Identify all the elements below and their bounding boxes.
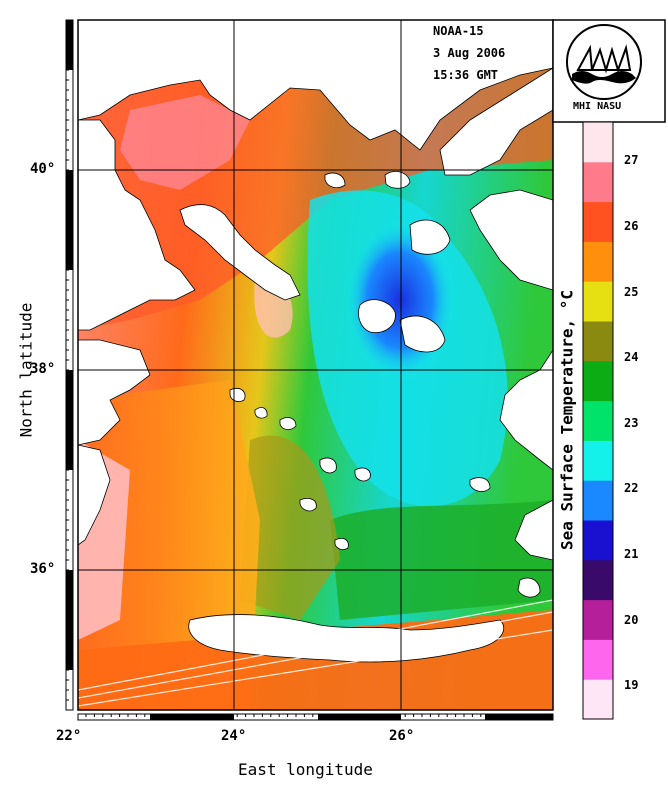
anatolia-north — [439, 67, 553, 176]
colorbar-swatch — [583, 161, 613, 203]
thermaic-pink-patch — [120, 95, 250, 190]
lon-label-26: 26° — [389, 728, 415, 744]
logo-text: MHI NASU — [573, 101, 622, 112]
longitude-minor-ticks — [85, 714, 549, 717]
colorbar-swatch — [583, 201, 613, 242]
peloponnese-south — [78, 444, 111, 546]
x-axis-title: East longitude — [238, 760, 373, 779]
lat-label-36: 36° — [30, 561, 56, 577]
colorbar — [583, 122, 613, 720]
lesvos-south — [399, 315, 446, 353]
northern-mainland — [78, 20, 553, 151]
colorbar-swatch — [583, 599, 613, 640]
y-axis-title: North latitude — [16, 302, 36, 438]
latitude-minor-ticks — [66, 29, 69, 701]
time-label: 15:36 GMT — [433, 68, 499, 82]
saronic-island — [229, 387, 246, 402]
satellite-label: NOAA-15 — [433, 24, 484, 38]
mhi-emblem-icon — [566, 24, 642, 100]
colorbar-swatch — [583, 360, 613, 402]
cyclades-island-5 — [334, 538, 349, 551]
lesvos-island — [409, 219, 451, 255]
colorbar-swatch — [583, 321, 613, 362]
colorbar-tick-label: 19 — [624, 678, 639, 693]
colorbar-swatch — [583, 281, 613, 322]
anatolia-south — [514, 499, 553, 561]
latitude-scale — [65, 19, 74, 711]
colorbar-tick-label: 23 — [624, 415, 639, 430]
southeast-green-region — [330, 500, 553, 620]
date-label: 3 Aug 2006 — [433, 46, 506, 60]
colorbar-swatch — [583, 679, 613, 720]
lon-label-22: 22° — [56, 728, 82, 744]
anatolia-southwest — [499, 349, 553, 471]
map-frame — [77, 19, 554, 711]
colorbar-swatch — [583, 520, 613, 561]
colorbar-tick-label: 22 — [624, 481, 639, 496]
longitude-scale — [77, 713, 554, 721]
colorbar-swatch — [583, 122, 613, 163]
colorbar-swatch — [583, 440, 613, 481]
lon-label-24: 24° — [221, 728, 247, 744]
euboea-island — [179, 204, 301, 301]
colorbar-tick-label: 20 — [624, 612, 639, 627]
colorbar-tick-label: 27 — [624, 153, 639, 168]
lat-label-40: 40° — [30, 161, 56, 177]
cyclades-island-4 — [299, 498, 317, 512]
colorbar-swatch — [583, 241, 613, 282]
colorbar-swatch — [583, 639, 613, 680]
cyclades-island-6 — [254, 407, 268, 419]
chios-island — [358, 299, 396, 333]
rhodes-island — [517, 577, 541, 598]
colorbar-tick-label: 24 — [624, 350, 639, 365]
swath-lines — [78, 599, 553, 707]
ag-efstratios-island — [324, 172, 346, 189]
swath-line — [78, 611, 553, 699]
colorbar-tick-label: 21 — [624, 546, 639, 561]
kos-island — [469, 477, 491, 492]
swath-line — [78, 599, 553, 691]
olive-region — [240, 435, 340, 620]
anatolia-west — [469, 189, 553, 291]
graticule — [78, 20, 553, 710]
lat-label-38: 38° — [30, 361, 56, 377]
cyclades-island-1 — [279, 417, 297, 430]
colorbar-frame — [582, 121, 614, 720]
colorbar-swatch — [583, 400, 613, 441]
colorbar-tick-label: 25 — [624, 284, 639, 299]
swath-line — [78, 629, 553, 707]
lemnos-island — [384, 171, 411, 189]
colorbar-title: Sea Surface Temperature, °C — [557, 289, 577, 551]
colorbar-tick-label: 26 — [624, 218, 639, 233]
land-masses — [78, 20, 553, 663]
peloponnese-north — [78, 339, 151, 446]
colorbar-swatch — [583, 480, 613, 521]
colorbar-swatch — [583, 559, 613, 601]
cyclades-island-2 — [319, 457, 337, 474]
western-mainland — [78, 119, 196, 331]
cyclades-island-3 — [354, 467, 371, 482]
